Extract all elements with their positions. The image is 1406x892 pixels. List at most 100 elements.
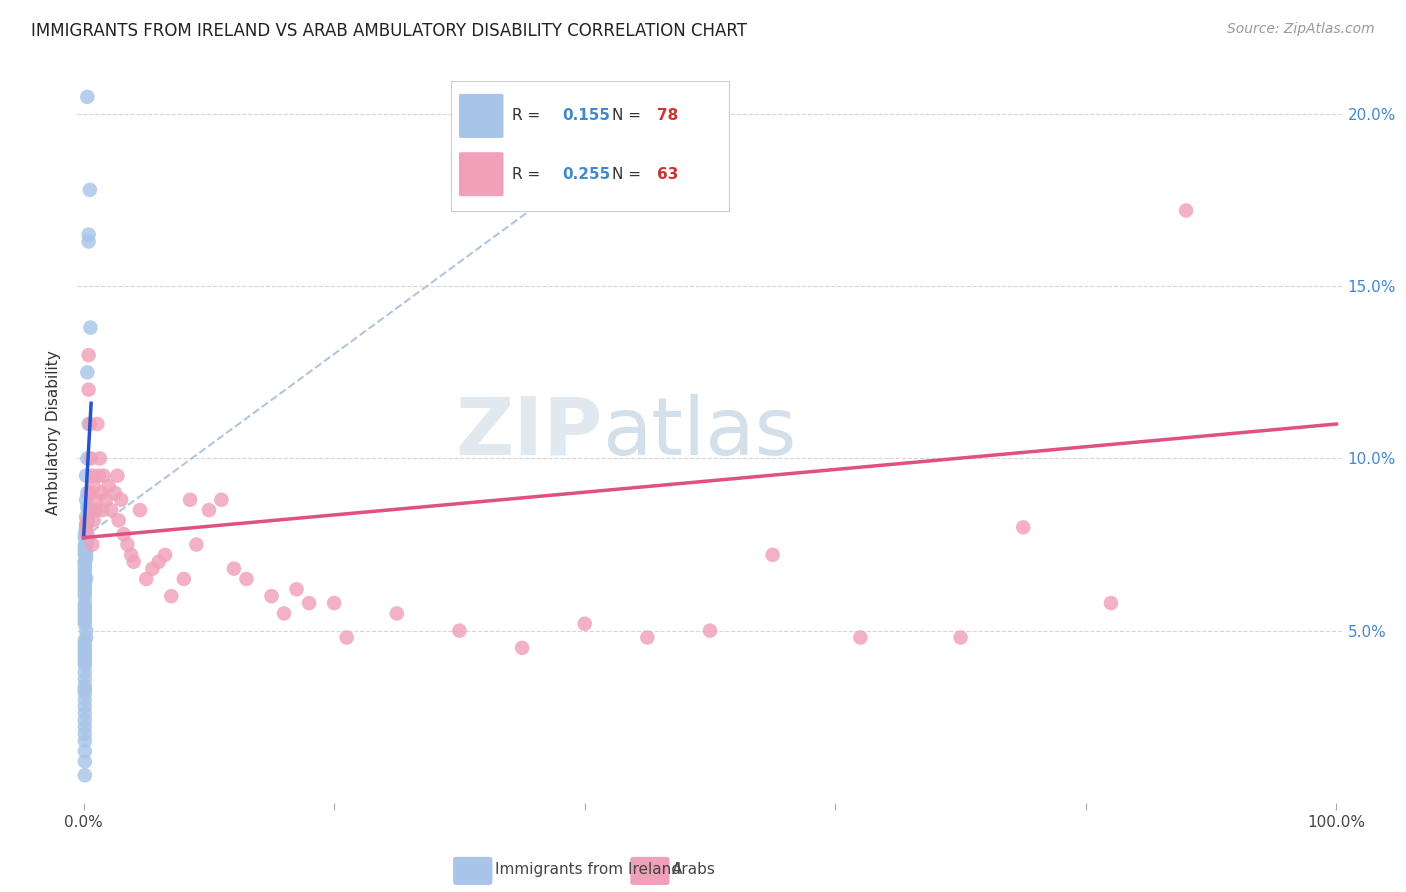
Point (285, 582, 308, 597)
Point (73, 613, 96, 627)
Point (79, 486, 101, 500)
Point (298, 596, 321, 610)
Point (97, 479, 120, 493)
Text: ZIP: ZIP (456, 393, 603, 472)
Point (73, 685, 96, 699)
Point (73, 548, 96, 562)
Point (75, 520, 97, 534)
Point (120, 548, 142, 562)
Point (449, 624, 471, 638)
Point (129, 503, 152, 517)
Point (73, 706, 96, 721)
Point (93, 468, 115, 483)
Point (86, 417, 108, 431)
Point (82, 468, 104, 483)
Point (73, 713, 96, 727)
Point (73, 541, 96, 555)
Point (75, 624, 97, 638)
Point (77, 417, 100, 431)
Point (73, 555, 96, 569)
Point (75, 524, 97, 538)
Point (75, 551, 97, 566)
Point (73, 582, 96, 597)
Point (73, 648, 96, 662)
Point (73, 655, 96, 669)
Point (73, 575, 96, 590)
Point (77, 383, 100, 397)
Point (75, 520, 97, 534)
Point (76, 534, 98, 549)
Point (73, 744, 96, 758)
Point (73, 561, 96, 575)
Point (73, 651, 96, 665)
Point (173, 572, 195, 586)
Point (75, 544, 97, 558)
Point (141, 561, 163, 575)
Point (260, 589, 283, 603)
Point (76, 365, 98, 379)
Point (510, 640, 533, 655)
Point (73, 640, 96, 655)
Point (73, 558, 96, 573)
Point (73, 537, 96, 551)
Point (73, 682, 96, 697)
Point (73, 531, 96, 545)
Point (75, 631, 97, 645)
Point (209, 492, 232, 507)
Point (336, 631, 359, 645)
Text: atlas: atlas (603, 393, 797, 472)
Point (73, 596, 96, 610)
Point (80, 503, 103, 517)
Text: Source: ZipAtlas.com: Source: ZipAtlas.com (1227, 22, 1375, 37)
Point (75, 548, 97, 562)
Point (186, 537, 208, 551)
Point (1099, 596, 1122, 610)
Point (73, 568, 96, 582)
Point (107, 468, 129, 483)
Point (107, 513, 129, 527)
FancyBboxPatch shape (453, 857, 492, 885)
Point (75, 531, 97, 545)
Point (153, 548, 176, 562)
Point (73, 586, 96, 600)
Point (76, 513, 98, 527)
Point (79, 183, 101, 197)
Point (273, 607, 295, 621)
Point (76, 90, 98, 104)
Y-axis label: Ambulatory Disability: Ambulatory Disability (46, 351, 62, 515)
Point (75, 468, 97, 483)
Point (1012, 520, 1035, 534)
Point (574, 616, 596, 631)
Point (82, 537, 104, 551)
Point (73, 572, 96, 586)
FancyBboxPatch shape (630, 857, 669, 885)
Point (73, 607, 96, 621)
Point (77, 348, 100, 362)
Point (76, 527, 98, 541)
Point (73, 679, 96, 693)
Point (84, 503, 107, 517)
Point (77, 227, 100, 242)
Point (77, 503, 100, 517)
Point (76, 500, 98, 514)
Point (949, 631, 972, 645)
Point (699, 624, 721, 638)
Point (73, 527, 96, 541)
Point (89, 451, 111, 466)
Point (76, 486, 98, 500)
Point (235, 572, 257, 586)
Point (94, 492, 117, 507)
Point (73, 603, 96, 617)
Point (323, 596, 346, 610)
Point (76, 513, 98, 527)
Point (122, 555, 145, 569)
Point (385, 607, 408, 621)
Point (198, 503, 221, 517)
Point (73, 589, 96, 603)
Point (762, 548, 785, 562)
Point (80, 451, 103, 466)
Point (75, 572, 97, 586)
Point (135, 572, 157, 586)
Point (1175, 203, 1198, 218)
Point (73, 555, 96, 569)
